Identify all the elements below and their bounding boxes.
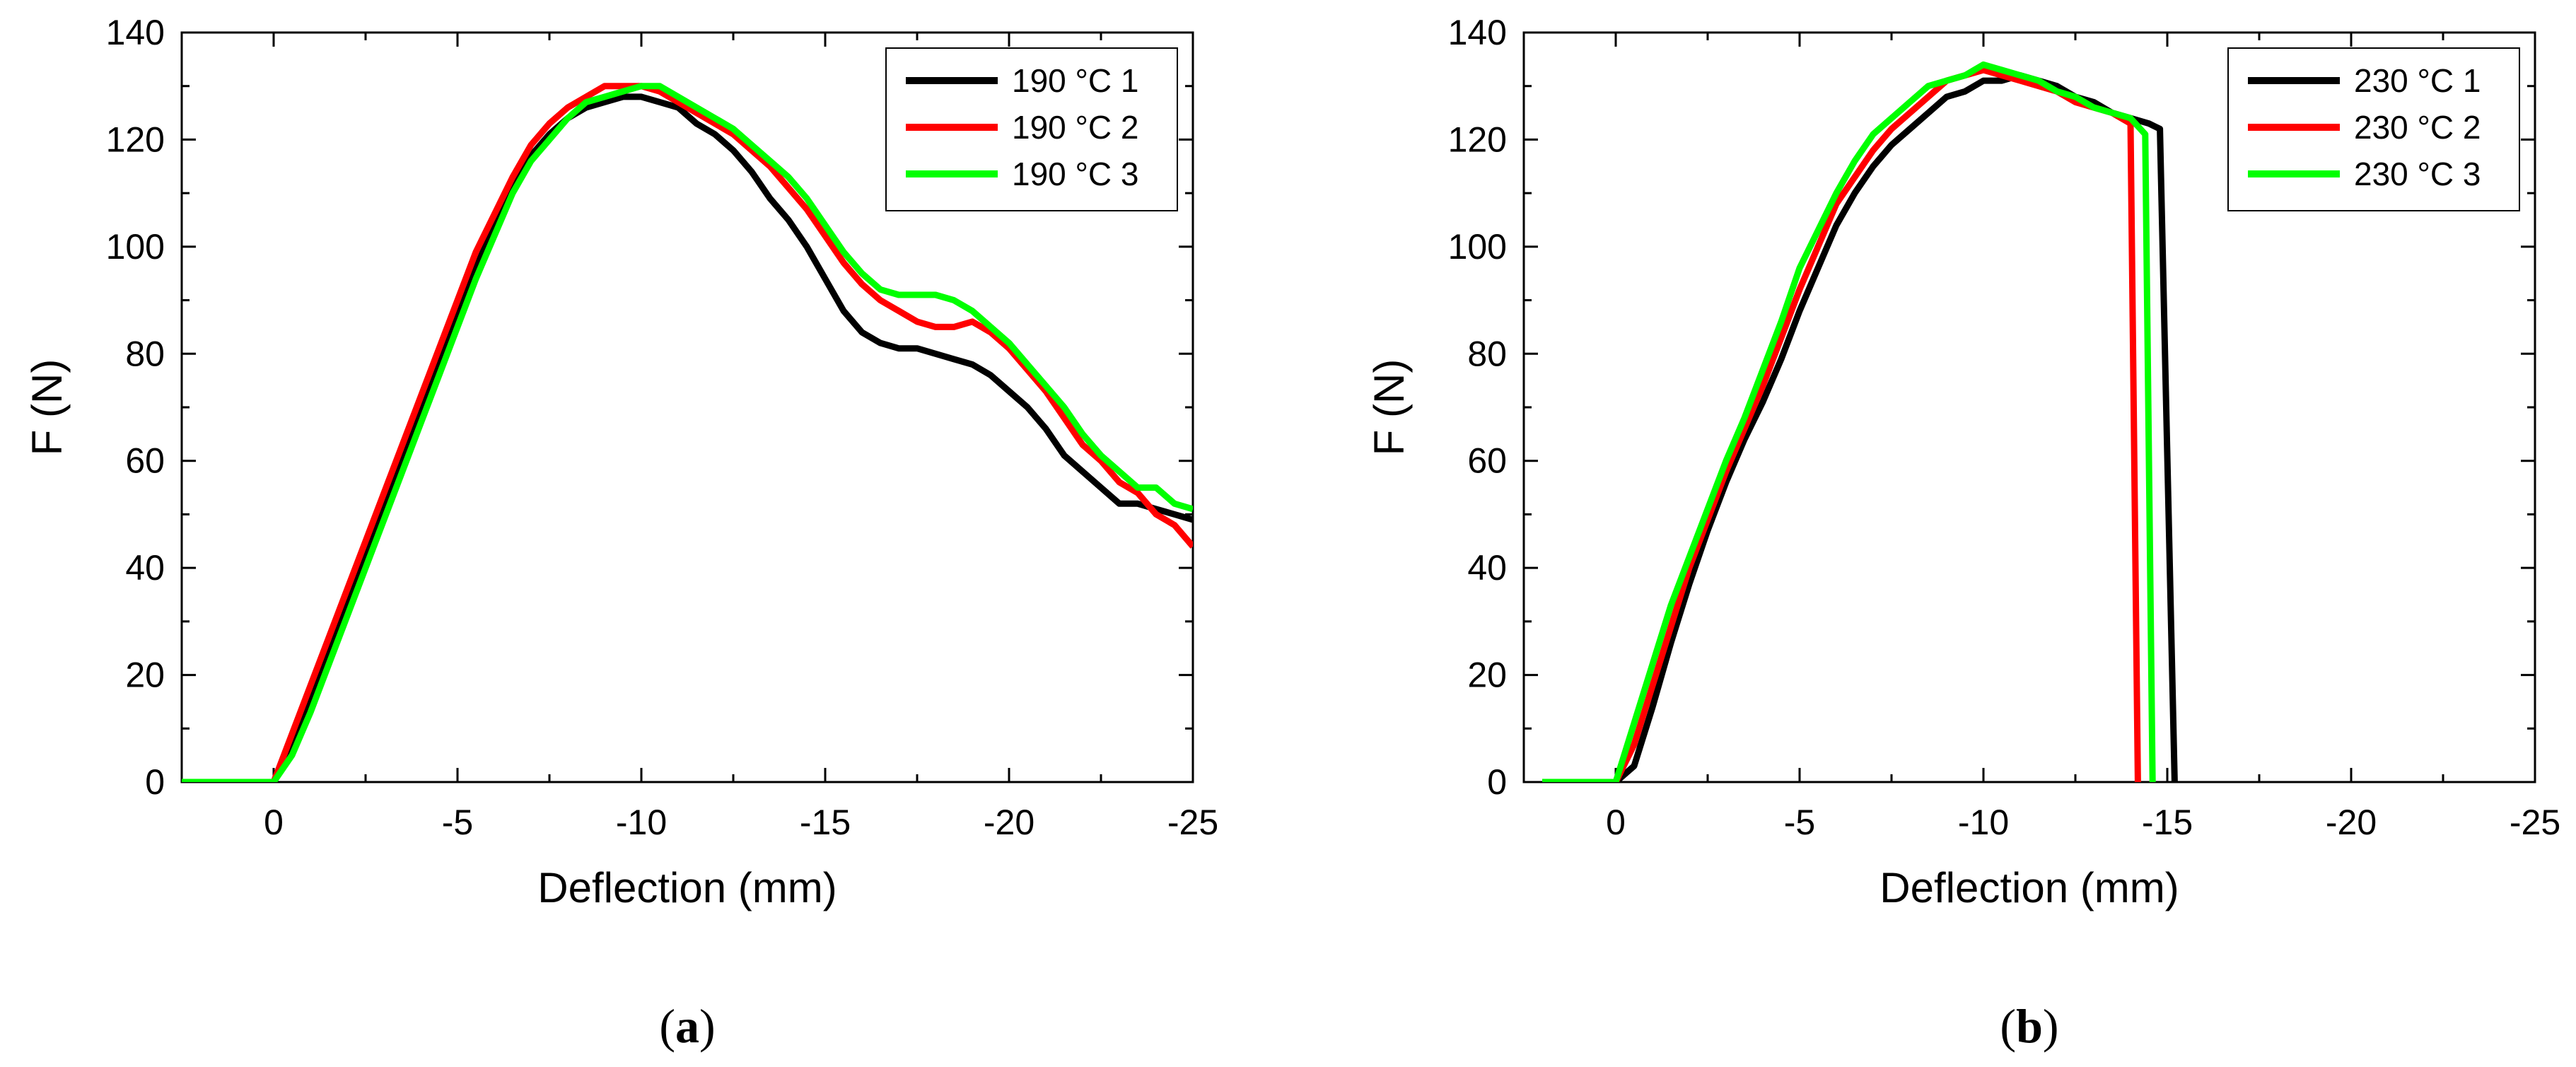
y-axis-title: F (N) <box>1365 359 1413 456</box>
x-tick-label: 0 <box>1606 803 1626 842</box>
x-tick-label: 0 <box>264 803 284 842</box>
series-line-3 <box>1542 61 2156 782</box>
y-tick-label: 0 <box>145 762 165 802</box>
chart-panel-a: 0 20 40 60 80 100 120 140 0 -5 -10 -15 -20 -25 Deflect… <box>23 13 1218 1053</box>
panel-letter: a <box>675 999 699 1053</box>
y-tick-label: 80 <box>125 334 165 373</box>
series-line-1 <box>182 93 1193 782</box>
x-tick-label: -25 <box>2510 803 2560 842</box>
x-tick-label: -10 <box>1958 803 2009 842</box>
legend-label-1: 190 °C 1 <box>1012 62 1139 99</box>
legend-label-2: 190 °C 2 <box>1012 109 1139 146</box>
legend-label-1: 230 °C 1 <box>2354 62 2481 99</box>
x-tick-label: -20 <box>2326 803 2377 842</box>
y-tick-label: 20 <box>125 655 165 695</box>
y-tick-label: 80 <box>1467 334 1507 373</box>
y-tick-label: 40 <box>1467 548 1507 588</box>
y-tick-label: 20 <box>1467 655 1507 695</box>
series-line-1 <box>1542 72 2178 782</box>
x-tick-label: -20 <box>984 803 1035 842</box>
y-tick-label: 60 <box>125 441 165 481</box>
y-tick-label: 100 <box>1448 227 1507 267</box>
series-line-3 <box>182 83 1193 782</box>
y-tick-label: 60 <box>1467 441 1507 481</box>
y-tick-label: 40 <box>125 548 165 588</box>
y-tick-label: 0 <box>1487 762 1507 802</box>
y-tick-label: 120 <box>1448 119 1507 159</box>
series-group <box>182 83 1193 782</box>
chart-panel-b: 0 20 40 60 80 100 120 140 0 -5 -10 -15 -20 -25 Deflect… <box>1365 13 2560 1053</box>
y-tick-label: 140 <box>1448 13 1507 52</box>
x-axis-title: Deflection (mm) <box>537 864 837 911</box>
y-tick-label: 100 <box>106 227 165 267</box>
x-tick-label: -15 <box>800 803 851 842</box>
series-group <box>1542 61 2178 782</box>
x-tick-label: -25 <box>1167 803 1218 842</box>
legend-label-3: 230 °C 3 <box>2354 156 2481 192</box>
legend-label-3: 190 °C 3 <box>1012 156 1139 192</box>
x-tick-label: -15 <box>2142 803 2193 842</box>
x-tick-label: -10 <box>616 803 667 842</box>
series-line-2 <box>182 83 1193 782</box>
panel-letter: b <box>2016 999 2043 1053</box>
y-axis-title: F (N) <box>23 359 71 456</box>
x-axis-title: Deflection (mm) <box>1879 864 2179 911</box>
x-tick-label: -5 <box>1784 803 1815 842</box>
y-tick-label: 140 <box>106 13 165 52</box>
panel-label: (a) <box>659 999 715 1053</box>
panel-label: (b) <box>2000 999 2058 1053</box>
x-tick-label: -5 <box>442 803 473 842</box>
series-line-2 <box>1542 66 2141 782</box>
y-tick-label: 120 <box>106 119 165 159</box>
legend-label-2: 230 °C 2 <box>2354 109 2481 146</box>
